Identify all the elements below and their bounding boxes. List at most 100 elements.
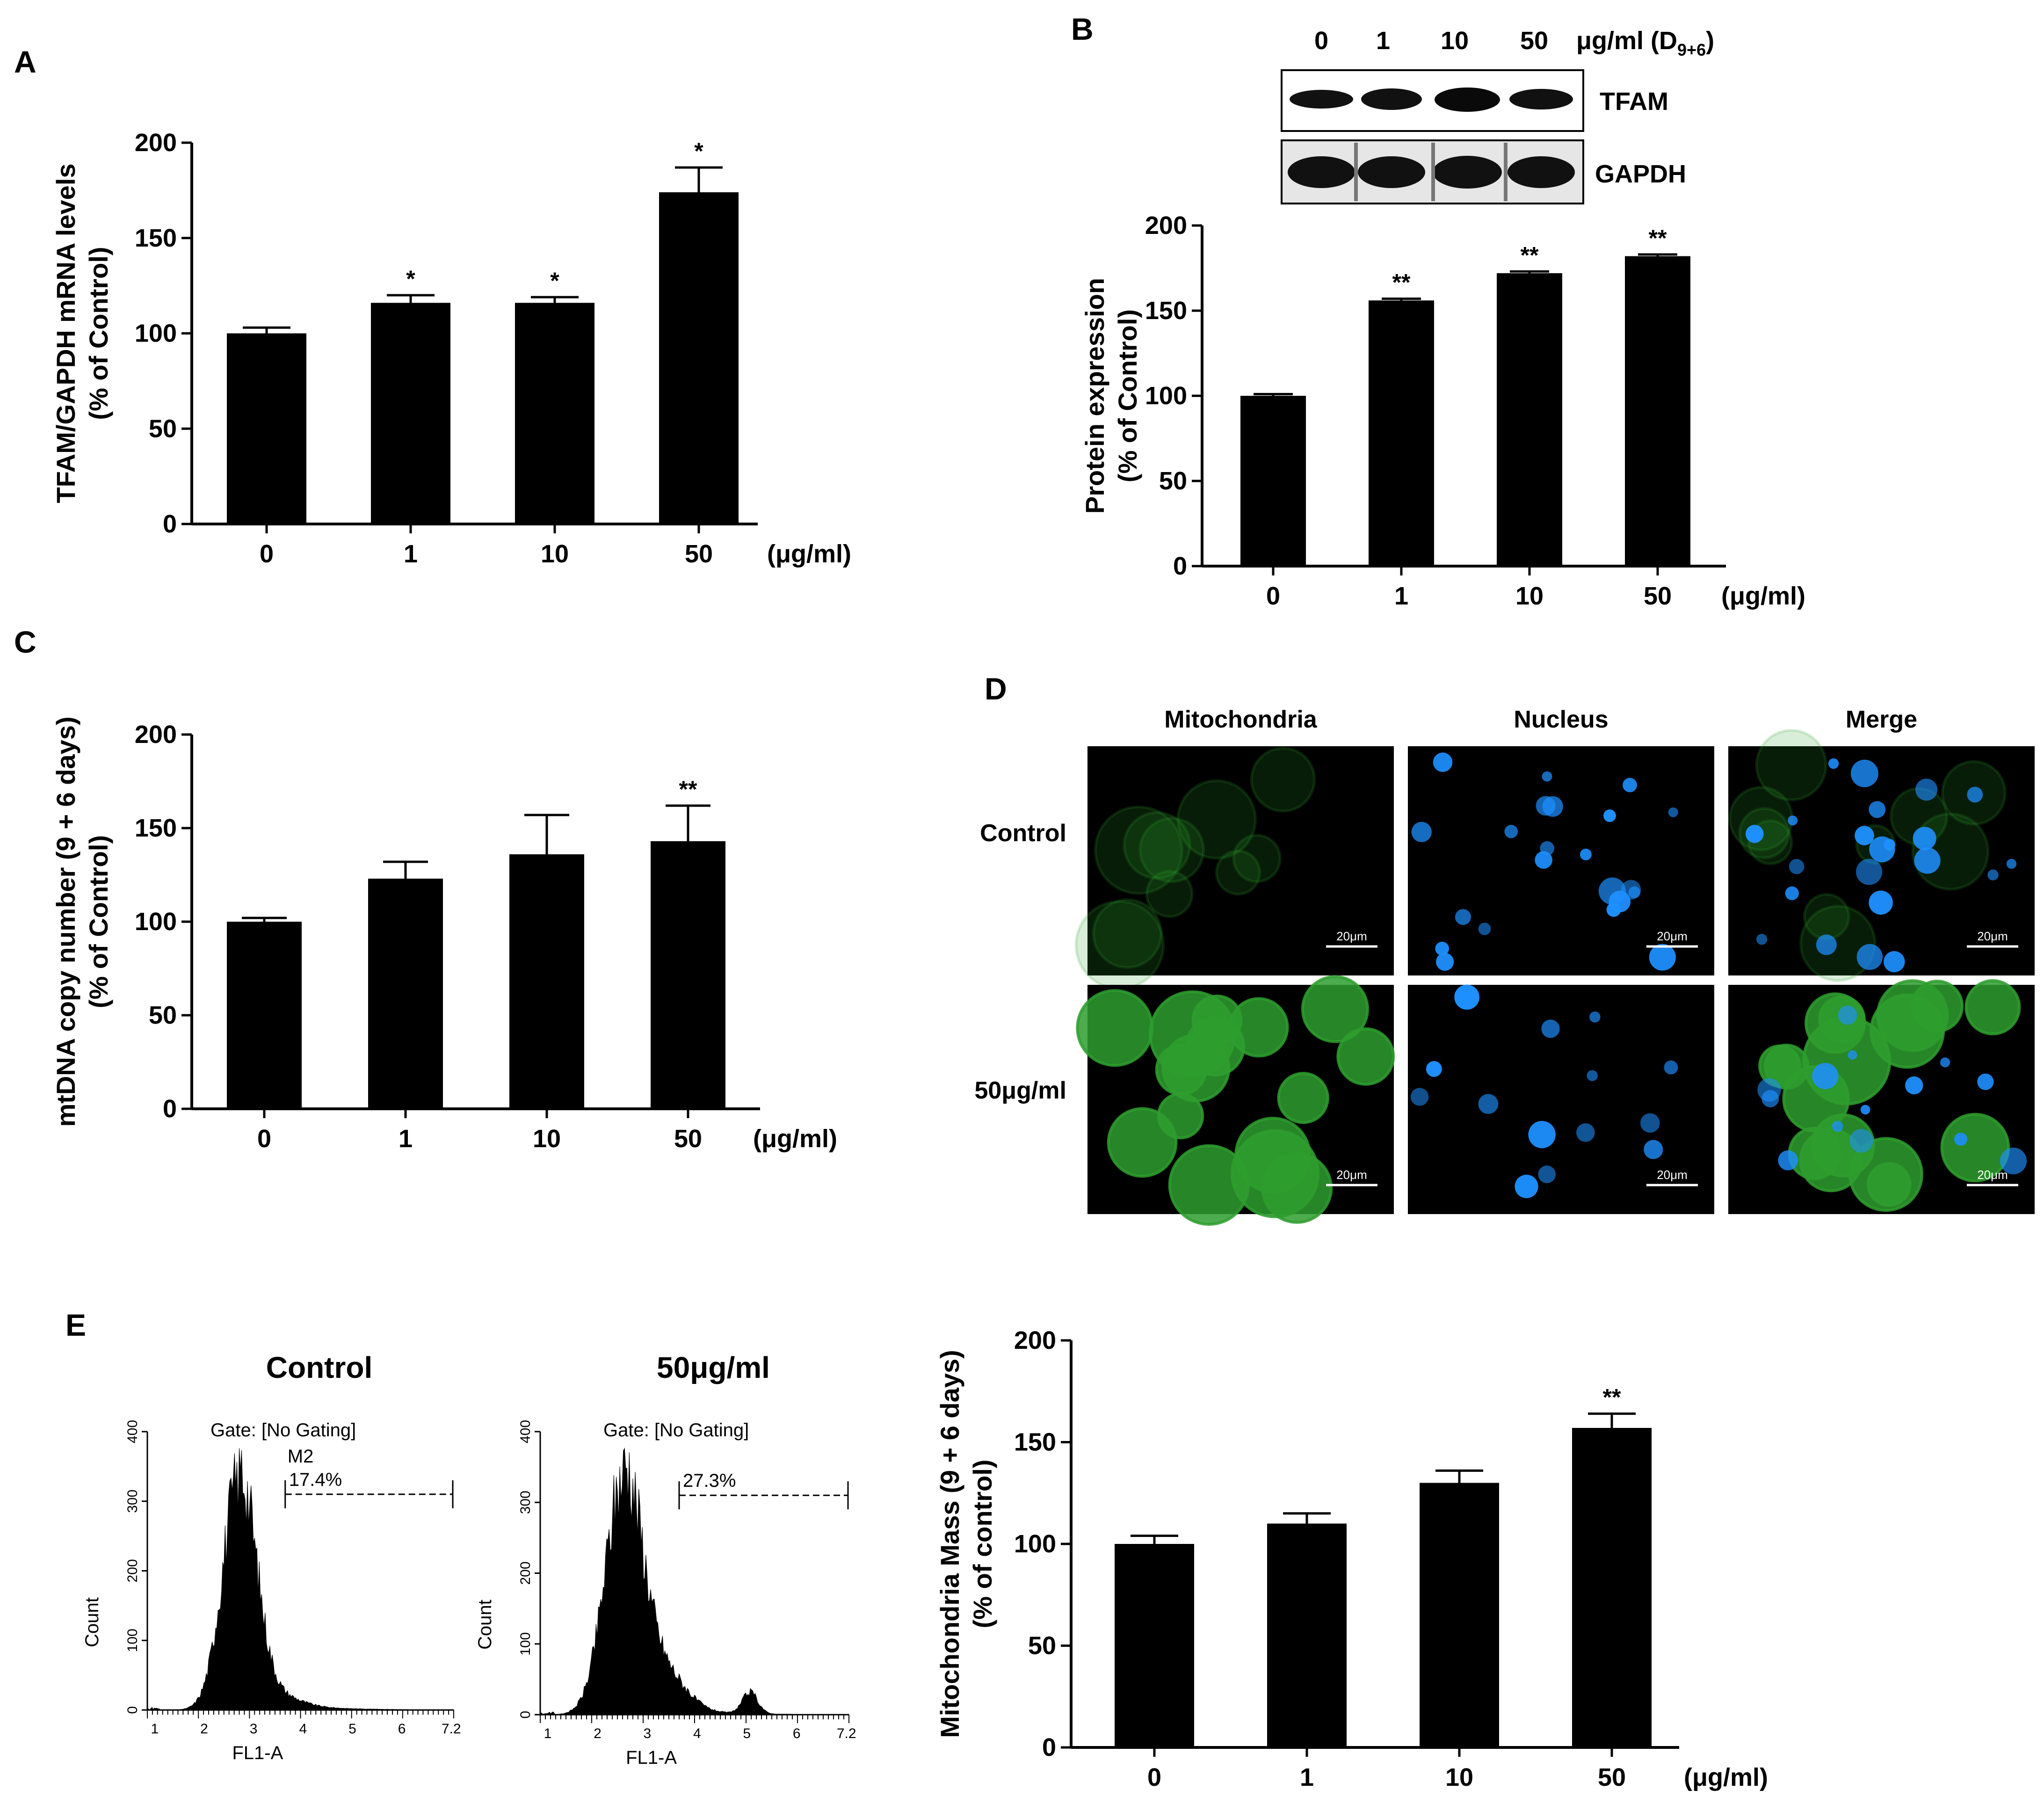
nucleus-signal (1914, 847, 1941, 874)
nucleus-signal (1580, 848, 1592, 860)
flow-x-tick-label: 7.2 (837, 1726, 856, 1741)
micro-row-label: Control (980, 820, 1066, 847)
bar (651, 841, 725, 1109)
nucleus-signal (1538, 1165, 1556, 1183)
significance-marker: * (694, 138, 703, 164)
nucleus-signal (1668, 807, 1678, 817)
nucleus-signal (2006, 859, 2017, 869)
nucleus-signal (1828, 758, 1839, 769)
bar (1497, 273, 1562, 566)
flow-x-tick-label: 1 (151, 1721, 159, 1737)
nucleus-signal (1856, 944, 1883, 970)
y-tick-label: 0 (163, 1095, 177, 1123)
nucleus-signal (1954, 1132, 1967, 1146)
x-tick-label: 1 (404, 540, 418, 568)
mitochondria-signal (1964, 979, 2021, 1035)
x-tick-label: 0 (1266, 582, 1280, 610)
significance-marker: ** (1521, 242, 1539, 268)
mitochondria-signal (1232, 834, 1282, 883)
nucleus-signal (1515, 1174, 1538, 1198)
y-axis-subtitle: (% of Control) (84, 247, 113, 420)
blot-dose-50: 50 (1520, 27, 1548, 55)
y-tick-label: 100 (135, 320, 177, 348)
x-tick-label: 10 (533, 1125, 561, 1153)
bar (659, 192, 739, 524)
significance-marker: ** (1392, 269, 1411, 296)
mitochondria-signal (1074, 900, 1165, 990)
flow-gate-label: Gate: [No Gating] (210, 1420, 356, 1441)
tfam-band-1 (1361, 88, 1422, 110)
nucleus-signal (1860, 1105, 1870, 1115)
micro-image (1408, 746, 1714, 975)
nucleus-signal (1541, 1019, 1560, 1038)
nucleus-signal (1849, 1129, 1873, 1153)
bar (371, 303, 450, 524)
bar (509, 854, 584, 1109)
flow-y-tick-label: 0 (125, 1706, 140, 1714)
x-axis-label: (μg/ml) (1721, 582, 1805, 610)
gapdh-band-10 (1433, 156, 1502, 189)
y-axis-title: TFAM/GAPDH mRNA levels (51, 163, 80, 503)
gapdh-band-0 (1288, 156, 1355, 188)
significance-marker: * (406, 266, 415, 292)
nucleus-signal (1410, 1088, 1429, 1106)
bar (1420, 1483, 1499, 1747)
nucleus-signal (1576, 1123, 1595, 1142)
flow-y-tick-label: 0 (518, 1711, 533, 1719)
blot-dose-0: 0 (1314, 27, 1328, 55)
nucleus-signal (1905, 1076, 1923, 1095)
scale-bar-label: 20μm (1977, 1168, 2008, 1182)
y-axis-title: Protein expression (1080, 278, 1109, 514)
mitochondria-signal (1076, 989, 1154, 1067)
nucleus-signal (1869, 801, 1886, 818)
nucleus-signal (1478, 923, 1491, 935)
mitochondria-signal (1176, 779, 1257, 860)
bar (368, 879, 443, 1109)
flow-gate-marker: M2 (288, 1446, 314, 1467)
mitochondria-signal (1228, 997, 1289, 1058)
y-tick-label: 0 (1173, 552, 1187, 580)
nucleus-signal (1987, 869, 1999, 881)
scale-bar-label: 20μm (1336, 929, 1367, 943)
flow-x-tick-label: 1 (544, 1726, 552, 1741)
flow-x-tick-label: 4 (299, 1721, 307, 1737)
panel-letter-b: B (1071, 12, 1094, 46)
flow-cytometry-histograms: Control Gate: [No Gating] 0 100 200 300 400 Cou… (82, 1351, 856, 1768)
flow-title: 50μg/ml (657, 1351, 770, 1384)
nucleus-signal (1540, 841, 1554, 856)
flow-x-tick-label: 3 (250, 1721, 258, 1737)
significance-marker: ** (1603, 1384, 1621, 1411)
flow-x-tick-label: 7.2 (442, 1721, 461, 1737)
gapdh-band-50 (1508, 156, 1575, 188)
nucleus-signal (1542, 796, 1563, 817)
nucleus-signal (1785, 886, 1799, 900)
x-tick-label: 0 (260, 540, 274, 568)
nucleus-signal (1778, 1150, 1798, 1171)
mitochondria-signal (1804, 992, 1866, 1054)
mitochondria-signal (1123, 811, 1192, 880)
mitochondria-signal (1161, 1033, 1231, 1103)
nucleus-signal (1940, 1057, 1950, 1068)
bar (1572, 1428, 1652, 1747)
nucleus-signal (1745, 825, 1764, 843)
mitochondria-signal (1250, 746, 1316, 813)
nucleus-signal (1504, 824, 1518, 838)
y-tick-label: 150 (1014, 1428, 1056, 1456)
flow-y-tick-label: 200 (518, 1561, 533, 1585)
y-tick-label: 100 (1014, 1530, 1056, 1558)
scale-bar-label: 20μm (1977, 929, 2008, 943)
flow-gate-percent: 17.4% (289, 1470, 342, 1490)
nucleus-signal (1977, 1073, 1994, 1090)
western-blot: 0 1 10 50 μg/ml (D9+6) TFAM GAPDH (1281, 27, 1714, 204)
y-tick-label: 200 (135, 129, 177, 157)
gapdh-lane-seam (1504, 143, 1508, 201)
tfam-band-label: TFAM (1600, 87, 1668, 116)
mitochondria-signal (1911, 980, 1964, 1033)
flow-y-tick-label: 400 (125, 1420, 140, 1443)
flow-x-tick-label: 6 (793, 1726, 801, 1741)
nucleus-signal (1609, 890, 1631, 913)
nucleus-signal (1850, 759, 1878, 787)
blot-dose-10: 10 (1441, 27, 1469, 55)
micro-image (1408, 985, 1714, 1214)
significance-marker: ** (1649, 225, 1667, 251)
